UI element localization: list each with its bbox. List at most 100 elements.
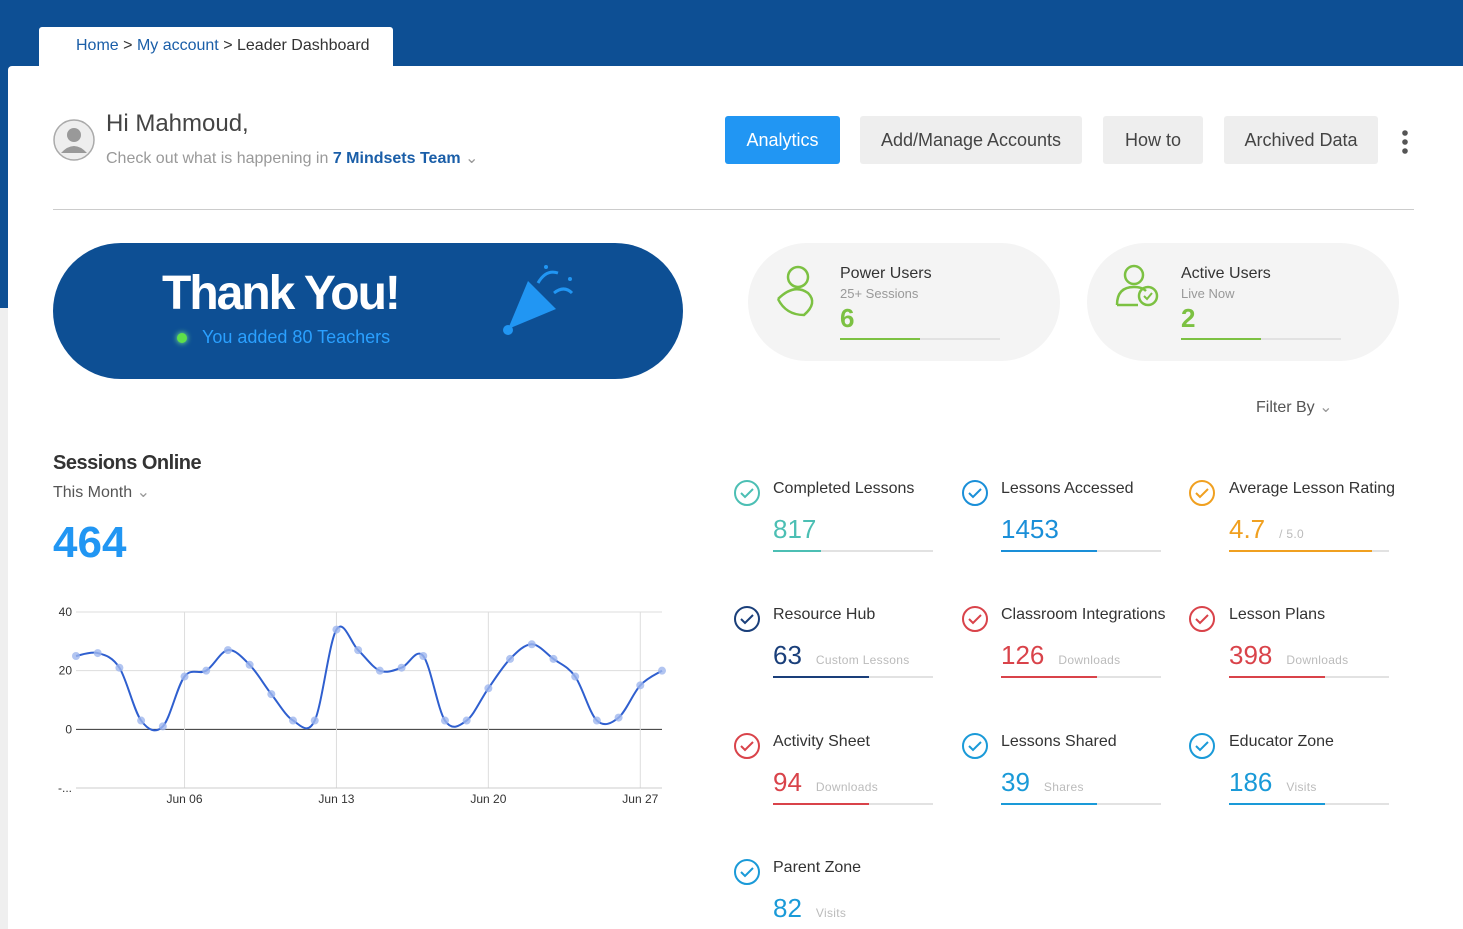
metric-name: Classroom Integrations xyxy=(1001,606,1166,623)
icon-shape xyxy=(1195,741,1209,752)
metric-value-row: 1453 xyxy=(1001,514,1059,545)
metric-value-row: 126 Downloads xyxy=(1001,640,1120,671)
metric-unit: Downloads xyxy=(1286,653,1349,667)
filter-label[interactable]: Filter By xyxy=(1256,399,1315,416)
stat-track xyxy=(1181,338,1341,340)
data-point xyxy=(310,716,319,725)
metric-icon xyxy=(1189,733,1215,759)
period-select[interactable]: This Month ⌄ xyxy=(53,482,150,502)
data-point xyxy=(72,652,80,660)
data-point xyxy=(158,722,167,731)
team-select[interactable]: 7 Mindsets Team xyxy=(332,150,461,167)
chevron: ⌄ xyxy=(136,484,150,501)
metric-name: Lessons Accessed xyxy=(1001,480,1134,497)
stat-fill xyxy=(1181,338,1261,340)
metric-track xyxy=(1001,803,1161,805)
y-tick-label: 0 xyxy=(65,722,72,736)
metric-icon xyxy=(734,480,760,506)
crumb-sep: > xyxy=(223,37,233,54)
metric-name: Educator Zone xyxy=(1229,733,1334,750)
subtitle: Check out what is happening in 7 Mindset… xyxy=(106,148,478,168)
metric-track xyxy=(773,676,933,678)
breadcrumb: Home > My account > Leader Dashboard xyxy=(76,37,370,55)
nav-button[interactable]: Analytics xyxy=(725,116,840,164)
metric-value: 186 xyxy=(1229,767,1273,797)
metric-name: Average Lesson Rating xyxy=(1229,480,1396,497)
active-icon xyxy=(1115,264,1159,307)
icon-shape xyxy=(740,867,754,878)
metric-fill xyxy=(773,676,869,678)
nav-button[interactable]: How to xyxy=(1103,116,1203,164)
period-label[interactable]: This Month xyxy=(53,484,133,501)
icon-shape xyxy=(968,741,982,752)
stat-subtitle: 25+ Sessions xyxy=(840,286,919,301)
data-point xyxy=(223,646,232,655)
metric-unit: Visits xyxy=(1286,780,1317,794)
metric-value: 94 xyxy=(773,767,802,797)
metric-icon xyxy=(962,606,988,632)
icon-shape xyxy=(1189,733,1215,759)
data-point xyxy=(462,716,471,725)
y-tick-label: -... xyxy=(58,781,72,795)
metric-value: 1453 xyxy=(1001,514,1059,544)
metric-fill xyxy=(773,803,869,805)
data-point xyxy=(202,666,211,675)
data-point xyxy=(245,660,254,669)
icon-shape xyxy=(734,733,760,759)
metric-fill xyxy=(1229,550,1372,552)
metric-value-row: 94 Downloads xyxy=(773,767,878,798)
filter[interactable]: Filter By ⌄ xyxy=(1256,397,1333,417)
data-point xyxy=(354,646,363,655)
data-point xyxy=(636,681,645,690)
party-icon xyxy=(503,265,574,335)
data-point xyxy=(115,663,124,672)
icon-shape xyxy=(1195,488,1209,499)
data-point xyxy=(527,640,536,649)
metric-value-row: 82 Visits xyxy=(773,893,846,924)
metric-icon xyxy=(962,480,988,506)
metric-track xyxy=(1229,676,1389,678)
metric-track xyxy=(773,803,933,805)
metric-value-row: 63 Custom Lessons xyxy=(773,640,910,671)
metric-value: 126 xyxy=(1001,640,1045,670)
metric-icon xyxy=(1189,480,1215,506)
crumb-link[interactable]: Home xyxy=(76,37,119,54)
more-menu[interactable] xyxy=(1398,128,1412,158)
nav-button[interactable]: Add/Manage Accounts xyxy=(860,116,1082,164)
stat-value: 2 xyxy=(1181,303,1196,333)
stat-title: Active Users xyxy=(1181,265,1271,282)
metric-unit: / 5.0 xyxy=(1279,527,1305,541)
metric-value-row: 4.7 / 5.0 xyxy=(1229,514,1304,545)
data-point xyxy=(658,666,666,675)
banner xyxy=(53,243,683,379)
data-point xyxy=(267,690,276,699)
y-tick-label: 20 xyxy=(59,664,73,678)
x-tick-label: Jun 06 xyxy=(167,792,203,806)
metric-fill xyxy=(1001,676,1097,678)
metric-value: 82 xyxy=(773,893,802,923)
metric-unit: Shares xyxy=(1043,780,1084,794)
metric-fill xyxy=(773,550,821,552)
metric-name: Completed Lessons xyxy=(773,480,915,497)
metric-track xyxy=(1001,676,1161,678)
data-point xyxy=(592,716,601,725)
icon-shape xyxy=(968,488,982,499)
subtitle-text: Check out what is happening in xyxy=(106,150,329,167)
metric-track xyxy=(1001,550,1161,552)
icon-shape xyxy=(740,741,754,752)
line-series xyxy=(75,625,663,732)
crumb-link[interactable]: My account xyxy=(136,37,219,54)
nav-button[interactable]: Archived Data xyxy=(1224,116,1378,164)
metric-value-row: 817 xyxy=(773,514,816,545)
stat-track xyxy=(840,338,1000,340)
stat-fill xyxy=(840,338,920,340)
data-point xyxy=(137,716,146,725)
crumb-current: Leader Dashboard xyxy=(237,37,370,54)
stat-value: 6 xyxy=(840,303,855,333)
stat-card xyxy=(1087,243,1399,361)
metric-track xyxy=(1229,803,1389,805)
metric-name: Activity Sheet xyxy=(773,733,870,750)
avatar xyxy=(53,119,95,161)
power-icon xyxy=(776,265,814,317)
breadcrumb-tab xyxy=(39,27,393,66)
